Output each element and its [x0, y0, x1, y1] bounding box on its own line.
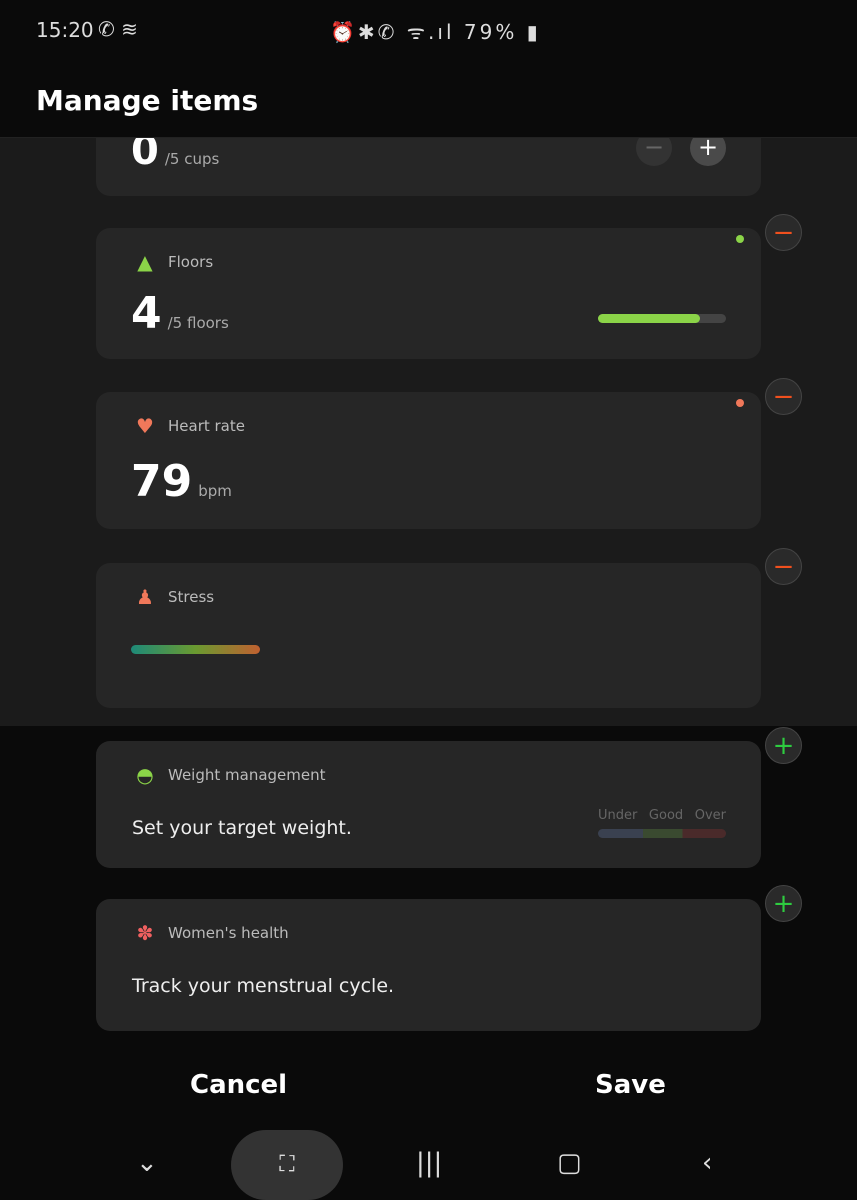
heart-rate-card[interactable]: ♥ Heart rate 79 bpm — [96, 392, 761, 529]
floors-unit: /5 floors — [167, 314, 229, 332]
recents-icon[interactable]: ||| — [416, 1148, 443, 1178]
under-label: Under — [598, 808, 638, 823]
chevron-down-icon[interactable]: ⌄ — [136, 1148, 158, 1178]
heart-unit: bpm — [198, 482, 232, 500]
womens-health-card[interactable]: ✽ Women's health Track your menstrual cyc… — [96, 899, 761, 1031]
floors-value: 4 — [131, 288, 162, 339]
add-womens-health-button[interactable]: + — [765, 885, 802, 922]
add-weight-button[interactable]: + — [765, 727, 802, 764]
status-icons: ⏰✱✆ ᯤ.ıl 79% ▮ — [330, 20, 541, 44]
status-dot — [736, 399, 744, 407]
water-unit: /5 cups — [164, 150, 220, 168]
battery-level: 79% — [463, 20, 518, 44]
stress-card[interactable]: ♟ Stress — [96, 563, 761, 708]
heart-title: Heart rate — [168, 417, 245, 435]
remove-stress-button[interactable]: − — [765, 548, 802, 585]
navigation-bar: ⌄ ⛶ ||| ▢ ‹ — [0, 1130, 857, 1200]
save-button[interactable]: Save — [595, 1070, 666, 1100]
back-icon[interactable]: ‹ — [702, 1148, 713, 1178]
weight-gauge — [598, 829, 726, 838]
mountain-icon: ▲ — [137, 250, 153, 274]
good-label: Good — [648, 808, 684, 823]
weight-title: Weight management — [168, 766, 326, 784]
page-title: Manage items — [36, 84, 259, 117]
floors-title: Floors — [168, 253, 214, 271]
scale-icon: ◓ — [136, 763, 154, 787]
stress-gauge — [131, 645, 260, 654]
stress-icon: ♟ — [136, 585, 154, 609]
floors-progress-fill — [598, 314, 701, 323]
status-dot — [736, 235, 744, 243]
screen-capture-icon[interactable]: ⛶ — [231, 1130, 343, 1200]
women-title: Women's health — [168, 924, 289, 942]
floors-card[interactable]: ▲ Floors 4/5 floors — [96, 228, 761, 359]
cancel-button[interactable]: Cancel — [190, 1070, 288, 1100]
home-icon[interactable]: ▢ — [557, 1148, 582, 1178]
whatsapp-icon: ✆ ≋ — [98, 17, 138, 41]
floors-progress-track — [598, 314, 726, 323]
heart-icon: ♥ — [136, 414, 154, 438]
weight-card[interactable]: ◓ Weight management Set your target weigh… — [96, 741, 761, 868]
women-desc: Track your menstrual cycle. — [132, 975, 395, 997]
clock: 15:20 — [36, 18, 94, 42]
flower-icon: ✽ — [136, 921, 154, 945]
stress-title: Stress — [168, 588, 215, 606]
over-label: Over — [694, 808, 726, 823]
status-bar: 15:20 ✆ ≋ ⏰✱✆ ᯤ.ıl 79% ▮ — [0, 0, 857, 60]
weight-desc: Set your target weight. — [132, 817, 352, 839]
app-header: Manage items — [0, 60, 857, 138]
heart-value: 79 — [131, 456, 193, 507]
remove-floors-button[interactable]: − — [765, 214, 802, 251]
remove-heart-rate-button[interactable]: − — [765, 378, 802, 415]
